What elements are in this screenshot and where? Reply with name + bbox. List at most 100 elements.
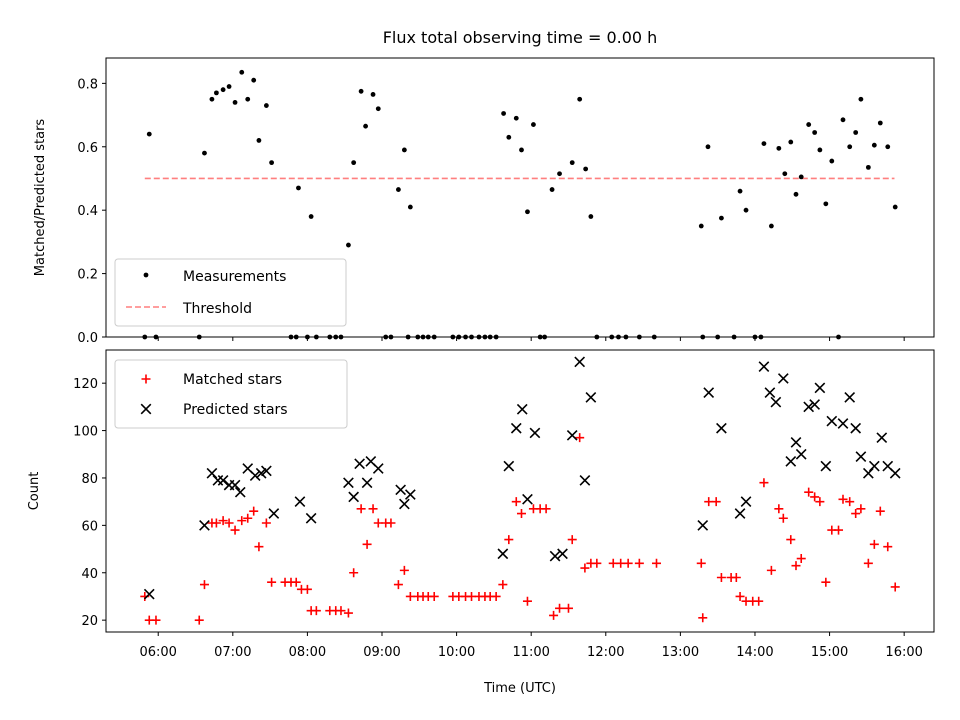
matched-star-point bbox=[261, 518, 271, 528]
bottom-legend-box bbox=[114, 359, 348, 429]
measurement-point bbox=[793, 191, 799, 197]
matched-star-point bbox=[199, 580, 209, 590]
matched-star-point bbox=[249, 506, 259, 516]
predicted-star-point bbox=[206, 467, 218, 479]
measurement-point bbox=[847, 144, 853, 150]
matched-star-point bbox=[511, 497, 521, 507]
bottom-ytick-label: 100 bbox=[73, 425, 98, 440]
predicted-star-point bbox=[217, 474, 229, 486]
top-panel-frame bbox=[105, 57, 935, 338]
matched-star-point bbox=[504, 535, 514, 545]
matched-star-point bbox=[652, 558, 662, 568]
predicted-star-point bbox=[305, 512, 317, 524]
predicted-star-point bbox=[585, 392, 597, 403]
measurement-point bbox=[370, 92, 376, 97]
matched-star-point bbox=[230, 525, 240, 535]
predicted-star-point bbox=[516, 403, 528, 415]
measurement-point bbox=[583, 166, 589, 172]
predicted-star-point bbox=[855, 451, 867, 463]
top-panel-ylabel: Matched/Predicted stars bbox=[33, 119, 48, 277]
bottom-panel: Time (UTC) Count 20 40 60 80 100 120 06:00 07:0… bbox=[27, 349, 935, 696]
matched-star-point bbox=[890, 582, 900, 592]
predicted-star-point bbox=[740, 496, 752, 508]
legend-matched-label: Matched stars bbox=[183, 372, 282, 388]
predicted-star-point bbox=[549, 550, 561, 562]
measurement-point bbox=[146, 131, 152, 137]
predicted-star-point bbox=[814, 382, 826, 394]
matched-star-point bbox=[575, 433, 585, 443]
matched-star-point bbox=[349, 568, 359, 578]
predicted-star-point bbox=[566, 429, 578, 441]
predicted-star-point bbox=[889, 467, 901, 479]
measurement-point bbox=[506, 134, 512, 140]
legend-predicted-marker bbox=[140, 403, 152, 415]
bottom-xtick-label: 06:00 bbox=[139, 645, 176, 660]
measurement-point bbox=[501, 111, 506, 116]
bottom-xtick-label: 14:00 bbox=[736, 645, 773, 660]
matched-star-point bbox=[623, 558, 633, 568]
matched-star-point bbox=[796, 554, 806, 564]
matched-star-point bbox=[731, 572, 741, 582]
matched-star-point bbox=[845, 497, 855, 507]
matched-star-point bbox=[224, 518, 234, 528]
predicted-star-point bbox=[764, 387, 776, 399]
matched-star-point bbox=[491, 591, 501, 601]
predicted-star-point bbox=[294, 496, 306, 508]
predicted-star-point bbox=[803, 401, 815, 413]
measurement-point bbox=[788, 139, 794, 145]
matched-star-point bbox=[362, 539, 372, 549]
predicted-star-point bbox=[261, 465, 272, 477]
matched-star-point bbox=[302, 584, 312, 594]
measurement-point bbox=[202, 150, 207, 156]
measurement-point bbox=[519, 147, 524, 153]
matched-star-point bbox=[243, 513, 253, 523]
measurement-point bbox=[220, 87, 226, 93]
matched-star-point bbox=[711, 497, 721, 507]
matched-star-point bbox=[696, 558, 706, 568]
matched-star-point bbox=[821, 577, 831, 587]
top-ytick-label: 0.0 bbox=[77, 331, 98, 346]
predicted-star-point bbox=[809, 399, 821, 410]
matched-star-point bbox=[368, 504, 378, 514]
bottom-ytick-label: 20 bbox=[81, 614, 98, 629]
matched-star-point bbox=[356, 504, 366, 514]
matched-star-point bbox=[838, 494, 848, 504]
matched-star-point bbox=[291, 577, 301, 587]
bottom-xtick-label: 10:00 bbox=[438, 645, 475, 660]
matched-star-point bbox=[698, 613, 708, 623]
measurement-point bbox=[214, 90, 219, 96]
measurement-point bbox=[698, 223, 704, 229]
matched-star-point bbox=[563, 603, 573, 613]
matched-star-point bbox=[237, 516, 247, 526]
measurement-point bbox=[351, 160, 357, 166]
matched-star-point bbox=[834, 525, 844, 535]
measurement-point bbox=[817, 147, 823, 153]
bottom-xtick-label: 07:00 bbox=[214, 645, 251, 660]
bottom-ytick-label: 60 bbox=[81, 519, 98, 534]
matched-star-point bbox=[194, 615, 204, 625]
measurement-point bbox=[865, 164, 871, 170]
measurement-point bbox=[396, 187, 401, 192]
predicted-star-point bbox=[862, 467, 874, 479]
measurement-point bbox=[871, 142, 877, 148]
legend-matched-marker bbox=[141, 374, 151, 384]
measurement-point bbox=[209, 96, 215, 102]
bottom-xtick-label: 11:00 bbox=[512, 645, 549, 660]
matched-star-point bbox=[634, 558, 644, 568]
matched-star-point bbox=[815, 497, 825, 507]
matched-star-point bbox=[883, 542, 893, 552]
predicted-star-point bbox=[395, 484, 407, 496]
predicted-star-point bbox=[510, 422, 522, 434]
predicted-star-point bbox=[399, 498, 410, 510]
matched-star-point bbox=[386, 518, 396, 528]
matched-star-point bbox=[311, 606, 321, 616]
predicted-star-point bbox=[795, 448, 807, 460]
bottom-xtick-label: 09:00 bbox=[363, 645, 400, 660]
top-ytick-label: 0.6 bbox=[77, 141, 98, 156]
measurement-point bbox=[782, 171, 788, 177]
matched-star-point bbox=[399, 565, 409, 575]
measurement-point bbox=[531, 122, 536, 127]
matched-star-point bbox=[580, 563, 590, 573]
measurement-point bbox=[232, 99, 238, 105]
legend-threshold-label: Threshold bbox=[182, 301, 252, 317]
